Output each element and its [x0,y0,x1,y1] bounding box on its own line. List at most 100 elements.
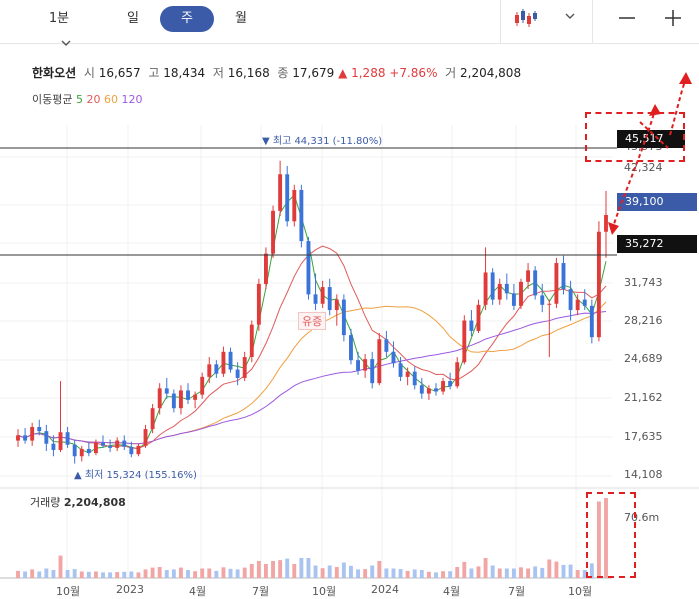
candle-body [101,442,105,446]
volume-bar [589,563,594,578]
candle-body [327,287,332,311]
candle-body [384,339,389,352]
volume-bar [469,568,474,578]
open-value: 16,657 [98,66,141,80]
candle-body [596,231,601,338]
candle-body [391,351,396,364]
candle-body [37,427,42,432]
volume-bar [93,571,98,578]
candle-body [349,335,353,361]
candle-body [242,357,247,378]
candle-body [23,435,28,441]
volume-bar [16,570,20,578]
ma-20: 20 [86,93,101,106]
add-button[interactable] [661,6,685,30]
plus-icon [665,10,681,26]
candle-body [271,210,275,254]
candle-body [483,272,488,305]
volume-bar [384,568,389,578]
volume-bar [426,571,431,578]
volume-bar [285,558,290,578]
volume-bar [540,567,545,578]
x-label-7: 7월 [508,585,526,598]
candle-body [292,189,297,222]
candle-body [363,359,368,371]
candle-body [30,427,35,441]
volume-bar [23,571,28,578]
volume-bar [441,571,446,578]
chart-toolbar: 1분 일 주 월 [0,0,699,46]
candle-body [214,364,219,374]
candle-body [547,303,552,305]
ma-120: 120 [121,93,143,106]
candle-body [306,241,311,295]
tab-day[interactable]: 일 [127,11,139,26]
volume-bar [30,569,35,578]
volume-pane-label: 거래량 [30,496,61,509]
volume-pane-value: 2,204,808 [63,496,126,509]
volume-bar [582,570,587,578]
volume-bar [164,570,169,578]
candle-body [207,364,212,377]
tab-month[interactable]: 월 [235,11,247,26]
candle-body [568,289,573,311]
high-value: 18,434 [163,66,206,80]
candle-body [405,371,410,377]
volume-bar [434,572,438,578]
volume-bar [341,562,346,578]
x-label-4: 10월 [312,585,337,598]
volume-pane-title: 거래량 2,204,808 [30,494,126,510]
moving-average-legend[interactable]: 이동평균 5 20 60 120 [32,91,142,107]
candle-body [86,448,91,454]
candle-body [434,388,438,392]
volume-bar [79,571,84,578]
volume-bar [108,572,113,578]
ma-60: 60 [103,93,118,106]
volume-bar [228,568,233,578]
x-label-8: 10월 [568,585,593,598]
candle-body [299,189,304,242]
tab-week[interactable]: 주 [160,6,214,32]
stock-summary: 한화오션 시 16,657 고 18,434 저 16,168 종 17,679… [32,64,521,81]
candle-body [476,304,481,331]
volume-bar [122,571,127,578]
chart-type-select[interactable] [514,7,580,31]
candle-body [455,362,460,387]
highlight-box-top [585,112,685,162]
volume-bar [271,561,275,578]
volume-bar [143,569,148,578]
volume-bar [483,558,488,578]
volume-value: 2,204,808 [460,66,522,80]
y-tick-17635: 17,635 [624,430,663,443]
candle-body [370,359,375,384]
volume-bar [37,571,42,578]
candle-body [143,429,148,446]
candle-body [533,270,538,296]
volume-bar [327,565,332,578]
x-label-6: 4월 [443,585,461,598]
minimize-button[interactable] [615,8,639,28]
candle-body [504,283,509,294]
volume-bar [235,569,240,578]
candle-body [136,445,141,455]
volume-bar [207,568,212,578]
candle-body [285,174,290,222]
x-label-2: 4월 [189,585,207,598]
ma-label: 이동평균 [32,93,73,106]
candle-body [193,394,198,400]
volume-label: 거 [445,66,457,80]
volume-bar [490,565,495,578]
candle-body [93,442,98,454]
candle-body [72,444,77,457]
x-label-1: 2023 [116,583,144,596]
volume-bar [363,569,368,578]
y-tick-28216: 28,216 [624,314,663,327]
volume-bar [292,564,297,578]
candle-body [356,360,360,371]
volume-bar [200,568,205,578]
interval-select[interactable]: 1분 [34,6,84,46]
candle-body [441,381,446,392]
candle-body [582,299,587,306]
volume-bar [526,568,531,578]
